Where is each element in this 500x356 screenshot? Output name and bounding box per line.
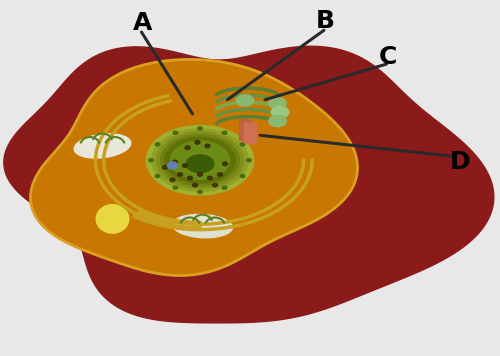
- Ellipse shape: [198, 127, 202, 130]
- Polygon shape: [30, 59, 357, 276]
- Ellipse shape: [152, 129, 248, 192]
- Ellipse shape: [185, 146, 190, 150]
- Ellipse shape: [156, 174, 160, 178]
- FancyBboxPatch shape: [244, 123, 256, 143]
- Text: A: A: [133, 11, 152, 35]
- Text: B: B: [316, 9, 334, 33]
- Ellipse shape: [165, 137, 235, 183]
- Ellipse shape: [178, 173, 182, 176]
- Ellipse shape: [222, 162, 228, 166]
- Ellipse shape: [156, 132, 244, 188]
- Ellipse shape: [212, 183, 218, 187]
- Ellipse shape: [162, 166, 168, 169]
- Ellipse shape: [170, 178, 175, 182]
- Ellipse shape: [174, 186, 178, 189]
- Ellipse shape: [188, 176, 192, 180]
- Ellipse shape: [222, 186, 226, 189]
- Ellipse shape: [240, 143, 244, 146]
- Ellipse shape: [172, 160, 178, 164]
- Ellipse shape: [247, 159, 252, 162]
- Ellipse shape: [269, 115, 286, 127]
- Ellipse shape: [195, 141, 200, 144]
- FancyBboxPatch shape: [240, 120, 252, 141]
- Ellipse shape: [156, 143, 160, 146]
- Ellipse shape: [192, 183, 198, 187]
- Ellipse shape: [182, 164, 188, 167]
- Ellipse shape: [240, 174, 244, 178]
- Polygon shape: [4, 46, 494, 323]
- Ellipse shape: [146, 125, 254, 195]
- Ellipse shape: [96, 205, 129, 233]
- Ellipse shape: [149, 159, 154, 162]
- Ellipse shape: [269, 98, 286, 109]
- Text: C: C: [378, 45, 396, 69]
- Ellipse shape: [168, 162, 177, 169]
- Ellipse shape: [271, 106, 289, 118]
- Ellipse shape: [174, 131, 178, 134]
- Ellipse shape: [74, 134, 131, 158]
- Ellipse shape: [160, 135, 240, 186]
- Ellipse shape: [198, 190, 202, 194]
- Ellipse shape: [236, 95, 254, 106]
- Ellipse shape: [186, 155, 214, 173]
- Ellipse shape: [198, 173, 202, 176]
- Ellipse shape: [172, 214, 233, 238]
- Text: D: D: [450, 150, 470, 174]
- Ellipse shape: [208, 176, 212, 180]
- Ellipse shape: [170, 141, 230, 179]
- Ellipse shape: [222, 131, 227, 134]
- Ellipse shape: [218, 173, 222, 176]
- Ellipse shape: [205, 144, 210, 148]
